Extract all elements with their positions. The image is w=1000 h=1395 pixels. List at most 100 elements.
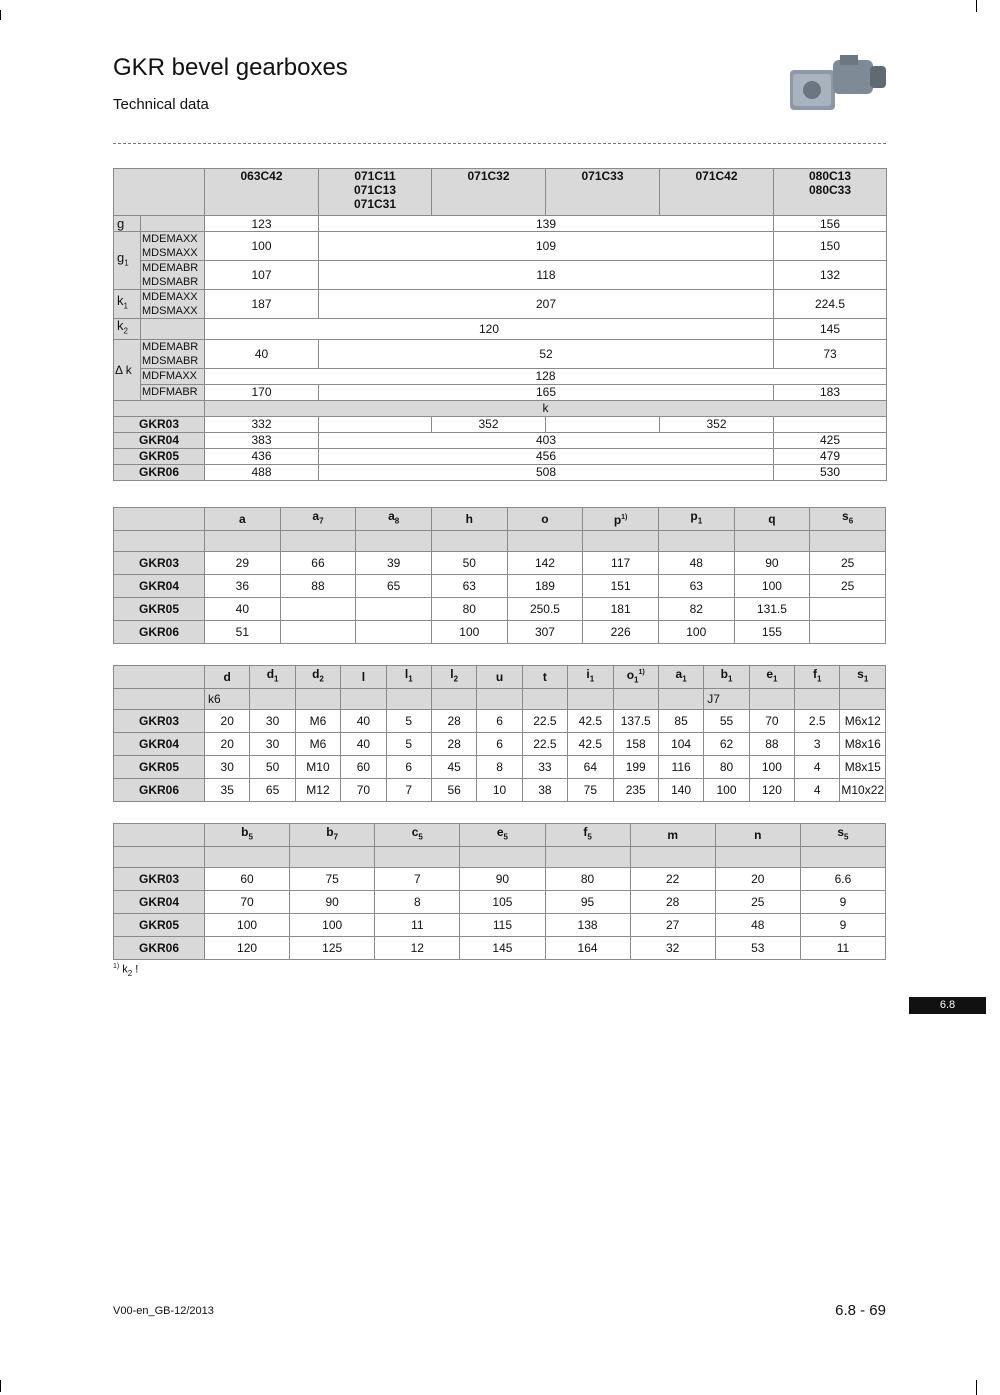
dimension-table-d: d d1 d2 l l1 l2 u t i1 o11) a1 b1 e1 f1 s1 k6 J7 GKR03 20 3… (113, 665, 886, 802)
cell: 151 (582, 574, 659, 598)
tolerance-cell: k6 (203, 688, 251, 710)
tolerance-cell (544, 846, 631, 868)
cell: 22.5 (521, 709, 569, 733)
motor-label: MDEMABR MDSMABR (140, 260, 205, 290)
section-badge: 6.8 (909, 997, 986, 1014)
label-sub: 1 (123, 301, 128, 311)
table-row: GKR03 20 30 M6 40 5 28 6 22.5 42.5 137.5 85 55 70 2.5 M… (113, 709, 886, 733)
table-row: GKR04 36 88 65 63 189 151 63 100 25 (113, 574, 886, 598)
header-sub: 1 (682, 674, 687, 684)
header-text: s (842, 509, 849, 524)
cell: 235 (612, 778, 659, 802)
cell: 100 (204, 231, 319, 261)
cell: 40 (340, 732, 387, 756)
cell: 90 (459, 867, 546, 891)
k-header: k (204, 399, 887, 417)
header-sub: 1 (589, 674, 595, 684)
cell: 8 (374, 890, 461, 914)
cell (809, 620, 886, 644)
column-header: n (714, 823, 801, 847)
tolerance-cell (657, 688, 705, 710)
footnote-tail: ! (132, 963, 139, 976)
tolerance-cell (249, 688, 296, 710)
cell (809, 597, 886, 621)
cell: 75 (289, 867, 376, 891)
header-text: c (411, 825, 419, 840)
column-header: q (733, 507, 811, 531)
corner-cell (113, 846, 205, 868)
row-label: k2 (113, 318, 141, 340)
column-header: a8 (355, 507, 432, 531)
version-label: V00-en_GB-12/2013 (113, 1305, 214, 1317)
cell: 120 (748, 778, 796, 802)
table-row: GKR05 30 50 M10 60 6 45 8 33 64 199 116 80 100 4 M8x15 (113, 755, 886, 779)
table-row: GKR06 35 65 M12 70 7 56 10 38 75 235 140 100 120 4 M10x… (113, 778, 886, 802)
page-subtitle: Technical data (113, 96, 209, 113)
tolerance-cell (476, 688, 523, 710)
cell: 4 (794, 778, 841, 802)
cell: 11 (374, 913, 461, 937)
row-label: k1 (113, 289, 141, 319)
row-label: GKR03 (113, 867, 205, 891)
cell: 7 (374, 867, 461, 891)
cell: 25 (809, 574, 886, 598)
cell: 140 (657, 778, 705, 802)
cell: M10 (294, 755, 342, 779)
column-header: a1 (657, 665, 705, 689)
header-text: e (496, 825, 504, 840)
header-sub: 2 (319, 674, 324, 684)
tolerance-cell (294, 688, 342, 710)
header-text: s (857, 667, 864, 682)
cell: 10 (476, 778, 523, 802)
cell: 30 (203, 755, 251, 779)
cell: 29 (204, 551, 281, 575)
row-k-header: k (113, 399, 887, 417)
header-text: m (667, 828, 679, 842)
cell: 28 (629, 890, 716, 914)
cell: 27 (629, 913, 716, 937)
cell: 48 (714, 913, 801, 937)
cell: 137.5 (612, 709, 659, 733)
label-text: g (117, 249, 125, 265)
cell: 183 (773, 383, 887, 401)
cell: 12 (374, 936, 461, 960)
header-sub: 1 (408, 674, 413, 684)
cell (318, 415, 432, 433)
divider (113, 143, 886, 144)
cell: 138 (544, 913, 631, 937)
header-row: b5 b7 c5 e5 f5 m n s5 (113, 823, 887, 847)
row-dk-mdfmaxx: MDFMAXX 128 (114, 367, 887, 385)
cell: 352 (431, 415, 546, 433)
motor-label: MDEMAXX MDSMAXX (140, 289, 205, 319)
dimension-table-b5: b5 b7 c5 e5 f5 m n s5 GKR03 60 75 7 90 80 22 20 6.6 GKR04… (113, 823, 887, 960)
tolerance-cell (506, 530, 584, 552)
column-header: l1 (385, 665, 432, 689)
cell: 35 (203, 778, 251, 802)
cell: 85 (657, 709, 705, 733)
header-sub: 1 (634, 675, 639, 685)
table-row: GKR04 70 90 8 105 95 28 25 9 (113, 890, 887, 914)
row-label: g (113, 215, 141, 232)
corner-cell (113, 688, 205, 710)
column-header: i1 (567, 665, 614, 689)
column-header: m (629, 823, 716, 847)
column-header: o11) (612, 665, 659, 689)
header-sub: 5 (248, 832, 253, 842)
table-row: GKR05 40 80 250.5 181 82 131.5 (113, 597, 886, 621)
label-sub: 2 (123, 326, 128, 336)
cell: 145 (459, 936, 546, 960)
header-text: n (754, 828, 762, 842)
cell: 120 (204, 318, 774, 340)
row-label: GKR04 (113, 431, 205, 449)
header-text: p (690, 509, 698, 524)
cell: 115 (459, 913, 546, 937)
header-sub: 8 (394, 516, 400, 526)
column-header: b1 (703, 665, 750, 689)
column-header: l (340, 665, 387, 689)
row-dk-mabr: Δ k MDEMABR MDSMABR 40 52 73 (113, 338, 887, 401)
header-sub: 1 (697, 516, 703, 526)
cell: 165 (318, 383, 774, 401)
header-sub: 7 (319, 516, 324, 526)
tolerance-cell (714, 846, 801, 868)
tolerance-cell (567, 688, 614, 710)
